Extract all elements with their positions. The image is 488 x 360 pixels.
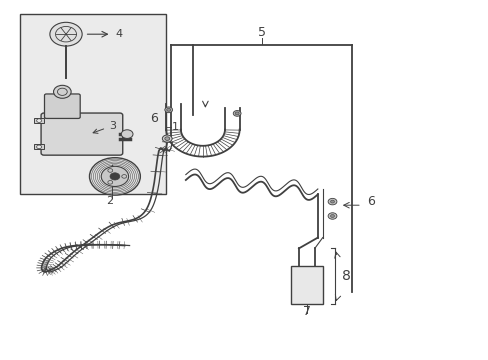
Circle shape xyxy=(54,85,71,98)
Text: 7: 7 xyxy=(302,305,310,318)
Circle shape xyxy=(89,158,140,195)
Text: 2: 2 xyxy=(106,196,113,206)
Circle shape xyxy=(37,119,41,122)
Circle shape xyxy=(164,107,172,113)
Circle shape xyxy=(110,173,120,180)
Bar xyxy=(20,14,166,194)
Circle shape xyxy=(330,215,334,217)
Circle shape xyxy=(327,213,336,219)
Text: 8: 8 xyxy=(342,269,350,283)
Circle shape xyxy=(101,166,128,186)
Circle shape xyxy=(50,22,82,46)
FancyBboxPatch shape xyxy=(41,113,122,155)
Circle shape xyxy=(233,111,241,116)
Circle shape xyxy=(58,88,67,95)
Circle shape xyxy=(107,169,112,172)
Circle shape xyxy=(164,137,169,140)
FancyBboxPatch shape xyxy=(44,94,80,118)
Bar xyxy=(34,118,44,123)
Circle shape xyxy=(330,200,334,203)
Circle shape xyxy=(166,108,170,111)
Text: 4: 4 xyxy=(115,29,122,39)
Circle shape xyxy=(162,135,172,142)
Circle shape xyxy=(327,198,336,205)
Text: 1: 1 xyxy=(172,122,179,131)
Text: 5: 5 xyxy=(257,26,265,39)
Circle shape xyxy=(56,27,76,42)
Bar xyxy=(290,266,322,304)
Circle shape xyxy=(121,130,133,139)
Text: 6: 6 xyxy=(366,195,374,208)
Circle shape xyxy=(107,180,112,184)
Bar xyxy=(34,144,44,149)
Circle shape xyxy=(122,175,126,178)
Text: 6: 6 xyxy=(150,112,158,125)
Circle shape xyxy=(37,145,41,149)
Text: 3: 3 xyxy=(93,121,116,133)
Circle shape xyxy=(235,112,239,115)
